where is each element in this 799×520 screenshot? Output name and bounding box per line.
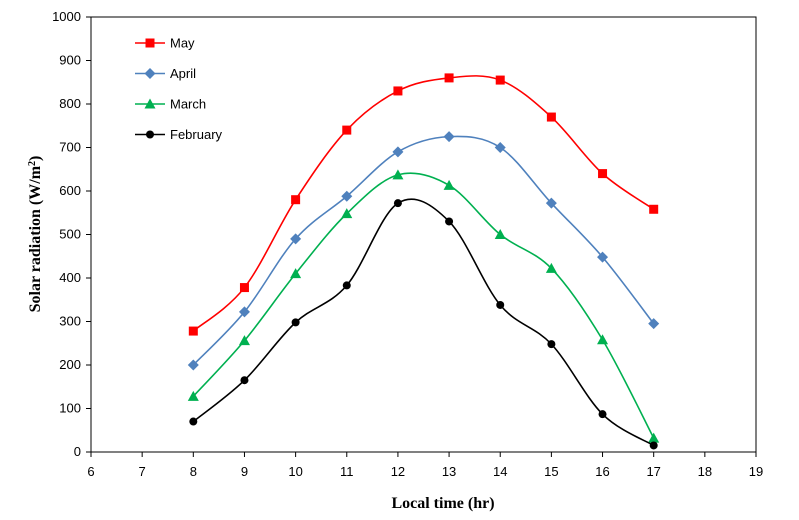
y-axis-title-sup: 2: [27, 161, 38, 166]
data-point-may: [546, 112, 556, 122]
legend-label-april: April: [170, 66, 196, 81]
x-tick-label: 8: [190, 464, 197, 479]
data-point-march: [290, 268, 302, 279]
legend-marker-may: [145, 38, 155, 48]
data-point-may: [444, 73, 454, 83]
series-line-may: [192, 75, 655, 332]
data-point-april: [290, 233, 302, 245]
y-axis-title-close: ): [27, 156, 44, 161]
y-tick-label: 200: [59, 357, 81, 372]
data-point-march: [443, 179, 455, 190]
y-tick-label: 100: [59, 401, 81, 416]
x-tick-label: 18: [698, 464, 712, 479]
legend-item-april: April: [135, 66, 196, 81]
x-tick-label: 6: [87, 464, 94, 479]
data-point-april: [597, 251, 609, 263]
data-point-may: [393, 86, 403, 96]
data-point-may: [239, 283, 249, 293]
series-line-april: [192, 135, 655, 366]
data-point-march: [597, 334, 609, 345]
data-point-march: [341, 208, 353, 219]
series-line-february: [192, 198, 655, 447]
data-point-february: [189, 417, 198, 426]
series-april: [187, 131, 660, 371]
data-point-february: [240, 376, 249, 385]
series-may: [188, 73, 659, 336]
y-tick-label: 900: [59, 53, 81, 68]
data-point-may: [649, 204, 659, 214]
legend-marker-march: [144, 98, 156, 109]
data-point-march: [494, 229, 506, 239]
series-february: [189, 198, 658, 450]
y-tick-label: 1000: [52, 9, 81, 24]
legend-label-march: March: [170, 97, 206, 112]
data-point-april: [443, 131, 455, 143]
data-point-february: [547, 340, 556, 349]
series-line-march: [192, 172, 655, 439]
y-axis-title: Solar radiation (W/m2): [27, 156, 45, 313]
data-point-february: [445, 217, 454, 226]
legend-marker-february: [146, 130, 154, 139]
data-point-february: [393, 199, 402, 208]
legend-label-may: May: [170, 36, 195, 51]
x-tick-label: 7: [139, 464, 146, 479]
data-point-may: [342, 125, 352, 135]
y-tick-label: 700: [59, 140, 81, 155]
data-point-may: [188, 326, 198, 336]
data-point-april: [648, 318, 660, 330]
series-group: [187, 73, 660, 450]
legend-item-may: May: [135, 36, 195, 51]
data-point-february: [291, 318, 300, 327]
y-tick-label: 0: [74, 444, 81, 459]
data-point-march: [545, 262, 557, 273]
y-tick-label: 500: [59, 227, 81, 242]
x-tick-label: 12: [391, 464, 405, 479]
x-tick-label: 9: [241, 464, 248, 479]
data-point-april: [392, 146, 404, 158]
data-point-february: [342, 281, 351, 290]
legend-item-march: March: [135, 97, 206, 112]
data-point-february: [496, 300, 505, 309]
x-tick-label: 19: [749, 464, 763, 479]
x-tick-label: 17: [646, 464, 660, 479]
legend: May April March February: [135, 36, 223, 142]
data-point-february: [598, 410, 607, 419]
x-tick-label: 11: [340, 464, 354, 479]
data-point-may: [291, 195, 301, 205]
data-point-april: [545, 197, 557, 209]
legend-marker-april: [144, 68, 156, 79]
data-point-march: [648, 432, 660, 443]
data-point-may: [495, 75, 505, 85]
data-point-may: [598, 169, 608, 179]
data-point-march: [238, 335, 250, 346]
x-tick-label: 16: [595, 464, 609, 479]
y-tick-label: 400: [59, 270, 81, 285]
x-tick-label: 13: [442, 464, 456, 479]
x-tick-label: 15: [544, 464, 558, 479]
data-point-april: [238, 306, 250, 318]
x-tick-label: 14: [493, 464, 507, 479]
data-point-march: [392, 169, 404, 180]
data-point-april: [341, 190, 353, 202]
data-point-march: [187, 390, 199, 401]
x-axis-title: Local time (hr): [391, 495, 494, 512]
x-tick-label: 10: [288, 464, 302, 479]
data-point-february: [649, 441, 658, 450]
y-tick-label: 600: [59, 183, 81, 198]
series-march: [187, 169, 660, 443]
legend-label-february: February: [170, 127, 223, 142]
y-tick-label: 300: [59, 314, 81, 329]
legend-item-february: February: [135, 127, 223, 142]
data-point-april: [494, 142, 506, 153]
y-axis-title-main: Solar radiation (W/m: [27, 165, 44, 312]
data-point-april: [187, 359, 199, 371]
axes-frame: 0 100 200 300 400 500 600 700 800 900 1000 6 7 8 9 10 11…: [52, 9, 763, 479]
y-tick-label: 800: [59, 96, 81, 111]
